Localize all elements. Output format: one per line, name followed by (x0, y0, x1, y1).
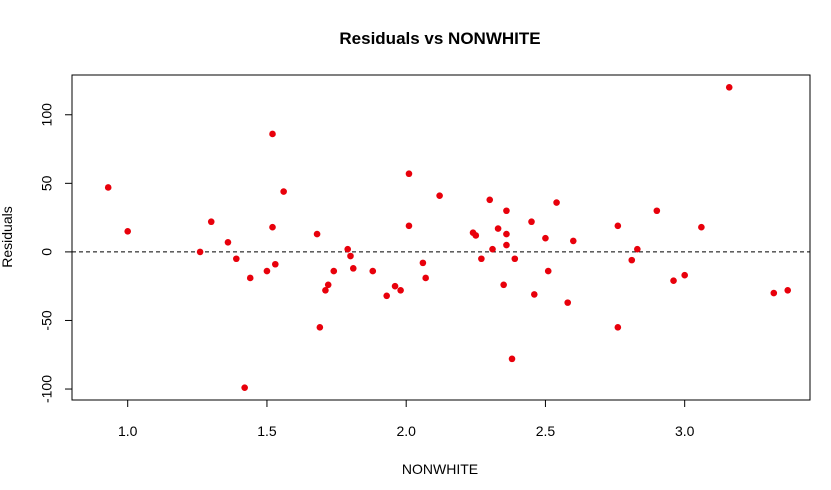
x-tick-label: 2.0 (396, 423, 416, 439)
data-point (503, 207, 510, 215)
data-point (316, 324, 324, 331)
data-point (241, 384, 248, 391)
data-point (530, 291, 538, 298)
data-point (564, 299, 572, 306)
data-point (698, 223, 705, 231)
data-point (383, 292, 390, 300)
data-point (280, 188, 287, 195)
y-tick-label: 0 (39, 248, 55, 256)
data-point (322, 286, 329, 294)
data-point (347, 252, 354, 260)
data-point (422, 274, 429, 282)
x-axis: 1.0 1.5 2.0 2.5 3.0 (118, 399, 695, 439)
data-point (511, 255, 519, 263)
data-point (670, 277, 677, 284)
data-point (269, 223, 276, 231)
data-point (313, 230, 321, 238)
data-point (542, 234, 549, 242)
data-point (614, 324, 622, 331)
data-point (369, 267, 377, 275)
data-point (263, 267, 271, 275)
y-axis-label: Residuals (0, 206, 15, 267)
data-point (569, 237, 577, 245)
plot-frame (71, 74, 811, 401)
data-point (486, 196, 494, 204)
data-point (419, 259, 427, 267)
x-axis-label: NONWHITE (402, 461, 478, 477)
data-point (246, 274, 254, 282)
data-point (391, 282, 399, 290)
data-point (725, 84, 733, 91)
chart-title: Residuals vs NONWHITE (339, 29, 540, 48)
data-point (269, 130, 276, 138)
data-point (653, 207, 661, 215)
data-point (614, 222, 622, 230)
y-axis: -100 -50 0 50 100 (39, 103, 73, 403)
x-tick-label: 1.0 (118, 423, 138, 439)
y-tick-label: 50 (39, 175, 55, 191)
data-point (770, 289, 778, 297)
data-point (508, 355, 516, 363)
data-point (544, 267, 552, 275)
x-tick-label: 1.5 (257, 423, 277, 439)
data-point (124, 228, 131, 235)
data-point (405, 222, 413, 230)
data-point (207, 218, 215, 226)
data-point (628, 256, 636, 264)
data-point (784, 286, 792, 294)
data-point (634, 245, 641, 253)
data-point (233, 255, 240, 263)
data-point (104, 184, 112, 191)
data-point (681, 271, 688, 279)
data-point (503, 241, 510, 249)
data-point (472, 232, 480, 239)
data-point (224, 238, 232, 246)
data-point (478, 255, 485, 263)
data-point (349, 265, 357, 272)
y-tick-label: 100 (39, 103, 55, 127)
data-points (104, 84, 792, 391)
data-point (494, 225, 502, 232)
data-point (553, 199, 560, 206)
y-tick-label: -50 (39, 310, 55, 330)
x-tick-label: 3.0 (675, 423, 695, 439)
data-point (324, 281, 332, 289)
data-point (503, 230, 510, 238)
data-point (405, 170, 413, 178)
data-point (344, 245, 352, 253)
y-tick-label: -100 (39, 375, 55, 403)
data-point (500, 281, 507, 289)
data-point (528, 218, 535, 226)
x-tick-label: 2.5 (536, 423, 556, 439)
data-point (330, 267, 338, 275)
data-point (196, 248, 204, 256)
data-point (397, 286, 404, 294)
data-point (489, 245, 496, 253)
data-point (271, 260, 279, 268)
data-point (436, 192, 443, 199)
